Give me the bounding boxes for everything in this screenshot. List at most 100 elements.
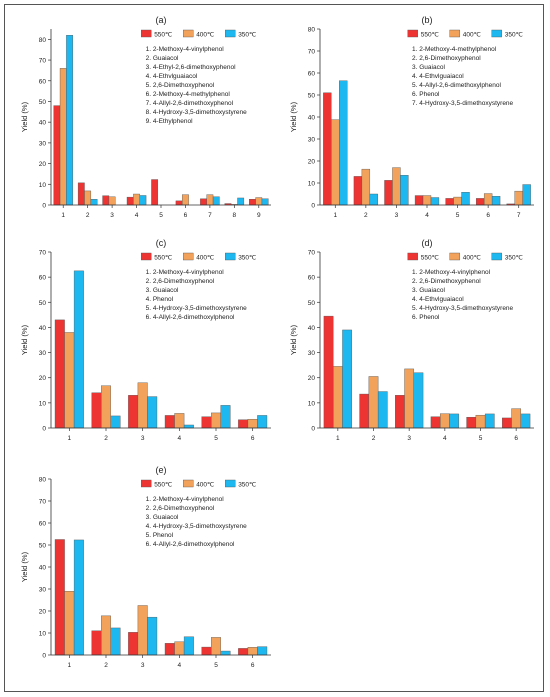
- y-tick-label: 70: [39, 250, 47, 257]
- compound-label: 5. 4-Hydroxy-3,5-dimethoxystyrene: [146, 305, 248, 312]
- bar: [414, 195, 424, 206]
- bar: [66, 35, 73, 206]
- x-tick-label: 5: [456, 212, 460, 219]
- compound-label: 6. 2-Methoxy-4-methylphenol: [146, 91, 231, 98]
- compound-label: 1. 2-Methoxy-4-vinylphenol: [412, 269, 491, 276]
- chart-b: (b) 0 10 20 30 40 50 60 70 80 1 2 3 4 5 6 7 Yield (%) 550℃…: [289, 15, 534, 219]
- y-tick-label: 70: [39, 499, 47, 506]
- y-tick-label: 60: [308, 71, 316, 78]
- compound-label: 1. 2-Methoxy-4-methylphenol: [412, 46, 497, 53]
- bar: [128, 395, 139, 429]
- bar: [323, 315, 334, 429]
- panel-label: (e): [156, 465, 167, 475]
- bar: [445, 198, 454, 206]
- y-tick-label: 0: [311, 203, 315, 210]
- compound-label: 7. 4-Allyl-2,6-dimethoxyphenol: [146, 100, 234, 107]
- compound-label: 6. Phenol: [412, 91, 440, 98]
- y-axis-label: Yield (%): [20, 551, 29, 582]
- bar: [520, 413, 531, 429]
- compound-label: 8. 4-Hydroxy-3,5-dimethoxystyrene: [146, 109, 248, 116]
- legend-swatch: [224, 252, 236, 261]
- bar: [430, 197, 440, 206]
- y-tick-label: 30: [308, 350, 316, 357]
- y-tick-label: 60: [39, 521, 47, 528]
- x-tick-label: 2: [104, 435, 108, 442]
- bar: [53, 105, 61, 206]
- bar: [257, 415, 268, 429]
- bar: [257, 646, 268, 656]
- legend-swatch: [140, 479, 152, 488]
- bar: [247, 418, 258, 429]
- bar: [201, 416, 212, 429]
- x-tick-label: 6: [251, 435, 255, 442]
- compound-label: 9. 4-Ethylphenol: [146, 118, 194, 125]
- bar: [502, 417, 512, 429]
- chart-e: (e) 0 10 20 30 40 50 60 70 80 1 2 3 4 5 6 Yield (%) 550℃ 4…: [20, 465, 271, 669]
- bar: [175, 200, 183, 206]
- legend-swatch: [140, 29, 152, 38]
- legend-label: 350℃: [238, 255, 257, 262]
- y-tick-label: 80: [308, 27, 316, 34]
- bar: [183, 424, 194, 429]
- bar: [491, 195, 501, 206]
- y-tick-label: 50: [39, 99, 47, 106]
- legend-label: 400℃: [463, 255, 482, 262]
- y-tick-label: 40: [39, 120, 47, 127]
- legend-label: 550℃: [421, 32, 440, 39]
- bar: [133, 193, 140, 206]
- compound-label: 3. Guaiacol: [146, 287, 179, 294]
- bar: [332, 366, 343, 429]
- y-tick-label: 50: [308, 300, 316, 307]
- x-tick-label: 2: [372, 435, 376, 442]
- y-tick-label: 30: [308, 137, 316, 144]
- x-tick-label: 6: [486, 212, 490, 219]
- y-tick-label: 0: [42, 426, 46, 433]
- bar: [413, 372, 424, 429]
- bar: [182, 194, 189, 206]
- compound-label: 4. 4-Hydroxy-3,5-dimethoxystyrene: [146, 523, 248, 530]
- bar: [453, 196, 462, 206]
- y-tick-label: 10: [39, 400, 47, 407]
- bar: [368, 376, 379, 429]
- y-tick-label: 30: [39, 140, 47, 147]
- compound-label: 5. Phenol: [146, 532, 174, 539]
- bar: [475, 414, 486, 429]
- y-tick-label: 60: [39, 78, 47, 85]
- bar: [64, 332, 75, 429]
- y-tick-label: 20: [39, 375, 47, 382]
- y-tick-label: 50: [308, 93, 316, 100]
- x-tick-label: 4: [443, 435, 447, 442]
- y-tick-label: 10: [308, 181, 316, 188]
- bar: [164, 415, 175, 429]
- compound-label: 2. 2,6-Dimethoxyphenol: [412, 55, 481, 62]
- x-tick-label: 4: [425, 212, 429, 219]
- legend-swatch: [491, 29, 502, 38]
- legend-label: 550℃: [154, 482, 173, 489]
- x-tick-label: 8: [233, 212, 237, 219]
- x-tick-label: 1: [333, 212, 337, 219]
- x-tick-label: 3: [395, 212, 399, 219]
- y-tick-label: 10: [308, 400, 316, 407]
- y-tick-label: 30: [39, 587, 47, 594]
- bar: [137, 605, 148, 656]
- legend-swatch: [491, 252, 502, 261]
- y-tick-label: 70: [39, 58, 47, 65]
- bar: [220, 405, 231, 429]
- bar: [249, 199, 256, 206]
- compound-label: 2. 2,6-Dimethoxyphenol: [412, 278, 481, 285]
- bar: [323, 92, 332, 206]
- y-tick-label: 40: [308, 115, 316, 122]
- legend-swatch: [224, 29, 236, 38]
- y-axis-label: Yield (%): [289, 324, 298, 355]
- bar: [361, 168, 371, 206]
- y-tick-label: 20: [39, 161, 47, 168]
- y-tick-label: 0: [311, 426, 315, 433]
- bar: [422, 195, 432, 206]
- legend-label: 350℃: [505, 255, 524, 262]
- legend-swatch: [182, 29, 194, 38]
- x-tick-label: 7: [517, 212, 521, 219]
- legend-label: 400℃: [196, 255, 215, 262]
- bar: [395, 395, 405, 429]
- x-tick-label: 3: [407, 435, 411, 442]
- y-tick-label: 20: [39, 609, 47, 616]
